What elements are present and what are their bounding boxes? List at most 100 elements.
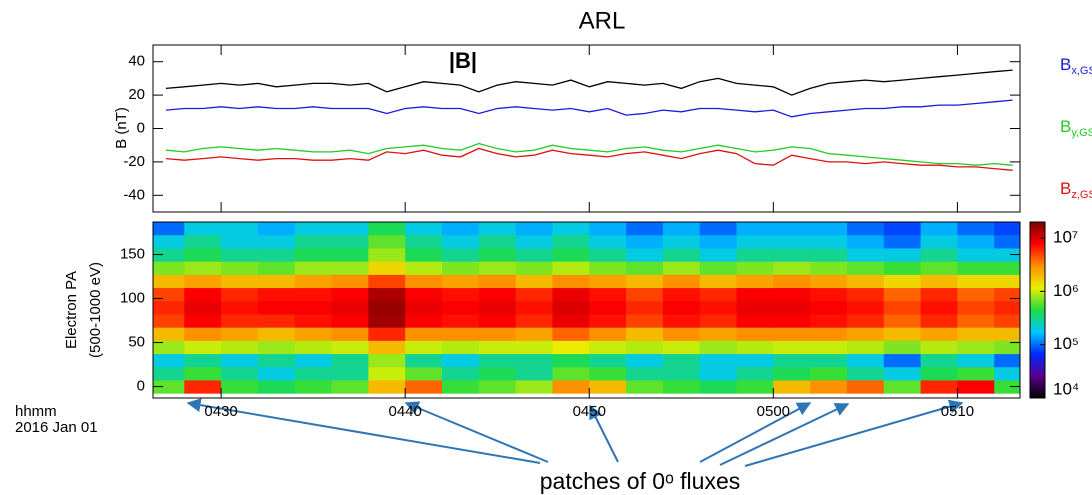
heatmap-cell [552,287,590,302]
heatmap-cell [736,313,774,328]
heatmap-cell [368,222,406,236]
heatmap-cell [699,353,738,368]
heatmap-cell [589,353,627,368]
heatmap-cell [257,313,296,328]
heatmap-cell [331,247,369,262]
heatmap-cell [515,327,553,341]
heatmap-cell [810,274,848,289]
series-line [165,99,1013,118]
heatmap-cell [478,222,517,236]
colorbar-tick-label: 10⁶ [1053,281,1079,300]
heatmap-cell [773,327,811,341]
y-axis-label: Electron PA [63,271,80,349]
heatmap-cell [515,340,553,355]
heatmap-cell [153,247,185,262]
heatmap-cell [331,287,369,302]
heatmap-cell [184,247,222,262]
y-tick-label: 100 [120,290,145,307]
legend-subscript: y,GSM [1071,127,1092,139]
heatmap-cell [552,379,590,394]
heatmap-cell [736,353,774,368]
heatmap-cell [957,353,995,368]
heatmap-cell [846,340,885,355]
y-tick-label: 0 [137,119,145,136]
heatmap-cell [773,353,811,368]
heatmap-cell [184,353,222,368]
heatmap-cell [184,287,222,302]
heatmap-cell [699,222,738,236]
heatmap-cell [405,313,443,328]
heatmap-cell [957,247,995,262]
heatmap-cell [589,300,627,315]
heatmap-cell [626,366,664,381]
heatmap-cell [368,234,406,249]
heatmap-cell [331,340,369,355]
heatmap-cell [736,274,774,289]
heatmap-cell [221,247,259,262]
heatmap-cell [405,353,443,368]
heatmap-cell [994,366,1020,381]
heatmap-cell [920,379,958,394]
heatmap-cell [957,327,995,341]
heatmap-cell [920,313,958,328]
heatmap-cell [846,261,885,275]
heatmap-cell [810,234,848,249]
heatmap-cell [662,247,701,262]
heatmap-cell [589,234,627,249]
heatmap-cell [773,247,811,262]
heatmap-cell [153,274,185,289]
heatmap-cell [221,261,259,275]
heatmap-cell [994,379,1020,394]
heatmap-cell [589,287,627,302]
heatmap-cell [589,247,627,262]
heatmap-cell [184,234,222,249]
heatmap-cell [883,313,922,328]
y-tick-label: 50 [128,334,145,351]
heatmap-cell [699,300,738,315]
heatmap-cell [257,234,296,249]
heatmap-cell [221,366,259,381]
chart-title: ARL [579,7,626,34]
heatmap-cell [153,234,185,249]
heatmap-cell [153,313,185,328]
heatmap-cell [257,340,296,355]
heatmap-cell [773,366,811,381]
y-tick-label: 20 [128,86,145,103]
date-label: 2016 Jan 01 [15,419,98,436]
heatmap-cell [810,353,848,368]
heatmap-cell [773,261,811,275]
heatmap-cell [773,274,811,289]
heatmap-cell [442,366,480,381]
heatmap-cell [552,247,590,262]
heatmap-cell [515,353,553,368]
heatmap-cell [153,222,185,236]
heatmap-cell [810,313,848,328]
heatmap-cell [662,379,701,394]
heatmap-cell [331,234,369,249]
heatmap-cell [662,300,701,315]
heatmap-cell [442,340,480,355]
heatmap-cell [478,274,517,289]
heatmap-cell [478,287,517,302]
heatmap-cell [294,247,333,262]
heatmap-cell [294,313,333,328]
heatmap-cell [405,287,443,302]
heatmap-cell [994,353,1020,368]
heatmap-cell [294,274,333,289]
heatmap-cell [478,300,517,315]
heatmap-cell [552,274,590,289]
heatmap-cell [920,247,958,262]
heatmap-cell [442,353,480,368]
heatmap-cell [957,287,995,302]
heatmap-cell [184,222,222,236]
heatmap-cell [626,300,664,315]
heatmap-cell [221,353,259,368]
x-tick-label: 0500 [757,403,790,420]
heatmap-cell [846,247,885,262]
heatmap-cell [331,327,369,341]
heatmap-cell [442,379,480,394]
heatmap-cell [589,340,627,355]
heatmap-cell [883,366,922,381]
heatmap-cell [736,261,774,275]
